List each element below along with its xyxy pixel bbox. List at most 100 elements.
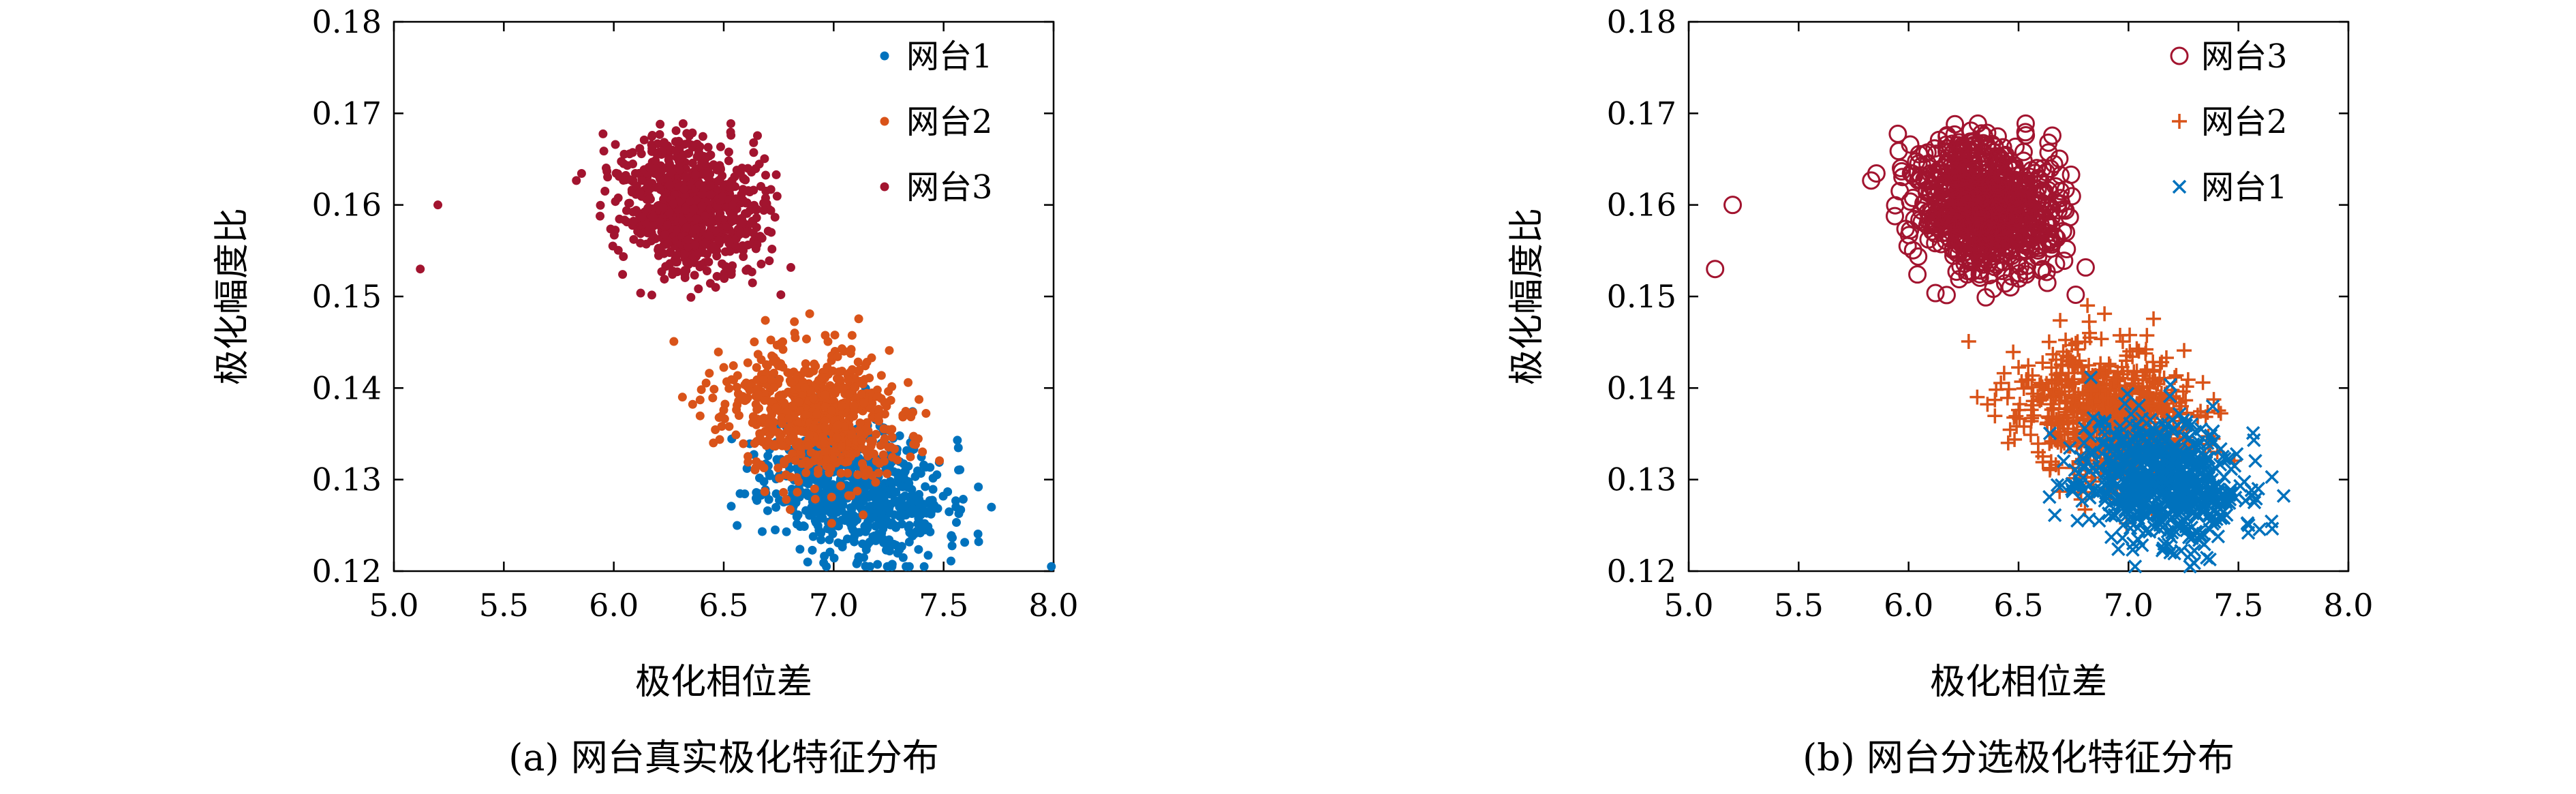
- data-point: [754, 159, 764, 169]
- data-point: [664, 159, 674, 168]
- data-point: [726, 179, 735, 189]
- data-point: [2016, 380, 2031, 396]
- data-point: [1974, 134, 1993, 153]
- x-tick-label: 5.0: [369, 587, 418, 624]
- x-tick-label: 8.0: [1028, 587, 1078, 624]
- data-point: [860, 375, 870, 384]
- data-point: [852, 559, 861, 568]
- data-point: [700, 158, 709, 168]
- data-point: [765, 471, 774, 480]
- data-point: [816, 535, 826, 545]
- data-point: [2006, 344, 2021, 360]
- data-point: [2001, 382, 2017, 397]
- data-point: [2265, 470, 2280, 485]
- data-point: [1926, 284, 1945, 303]
- data-point: [904, 378, 913, 387]
- data-point: [2042, 490, 2057, 504]
- data-point: [2000, 435, 2016, 451]
- data-point: [771, 403, 781, 413]
- data-point: [2035, 201, 2054, 220]
- y-tick-label: 0.14: [1607, 369, 1676, 406]
- data-point: [647, 144, 657, 153]
- data-point: [928, 485, 938, 494]
- data-point: [416, 264, 425, 274]
- data-point: [718, 171, 727, 181]
- data-point: [778, 441, 787, 451]
- data-point: [657, 267, 666, 277]
- data-point: [784, 414, 793, 423]
- data-point: [2066, 414, 2081, 429]
- data-point: [2106, 372, 2121, 388]
- data-point: [782, 495, 791, 504]
- x-tick-label: 7.0: [809, 587, 859, 624]
- data-point: [629, 217, 639, 226]
- legend-entry: 网台1: [880, 37, 993, 76]
- data-point: [828, 529, 838, 538]
- data-point: [2072, 353, 2087, 369]
- data-point: [743, 164, 752, 173]
- data-point: [833, 508, 842, 517]
- data-point: [960, 538, 970, 547]
- data-point: [946, 556, 955, 566]
- data-point: [853, 357, 863, 367]
- legend-entry: 网台1: [2172, 168, 2288, 207]
- data-point: [2049, 201, 2068, 220]
- data-point: [766, 185, 776, 194]
- data-point: [698, 132, 707, 141]
- data-point: [674, 136, 684, 146]
- x-tick-label: 5.5: [479, 587, 529, 624]
- data-point: [572, 176, 581, 185]
- data-point: [2146, 311, 2162, 326]
- data-point: [878, 450, 888, 459]
- data-point: [2138, 346, 2153, 361]
- data-point: [682, 129, 692, 138]
- data-point: [827, 406, 837, 416]
- data-point: [812, 410, 822, 419]
- data-point: [2166, 369, 2182, 385]
- data-point: [879, 424, 889, 433]
- data-point: [2021, 229, 2040, 248]
- data-point: [792, 512, 801, 521]
- data-point: [759, 375, 769, 384]
- data-point: [655, 129, 664, 139]
- data-point: [705, 190, 715, 200]
- data-point: [1999, 390, 2015, 406]
- legend-marker: [880, 51, 889, 61]
- data-point: [686, 196, 695, 206]
- data-point: [913, 519, 923, 528]
- data-point: [718, 259, 727, 269]
- data-point: [835, 375, 844, 384]
- data-point: [660, 138, 669, 147]
- data-point: [763, 361, 772, 371]
- data-point: [694, 249, 703, 258]
- data-point: [2080, 298, 2096, 314]
- data-point: [695, 411, 705, 421]
- data-point: [1960, 185, 1979, 204]
- data-point: [925, 527, 935, 536]
- data-point: [859, 398, 869, 408]
- data-point: [850, 382, 860, 392]
- data-point: [1909, 247, 1928, 266]
- data-point: [708, 393, 718, 403]
- data-point: [834, 367, 844, 377]
- data-point: [748, 278, 757, 288]
- data-point: [2023, 427, 2038, 443]
- data-point: [619, 251, 628, 261]
- panel-a-xlabel: 极化相位差: [635, 662, 812, 703]
- data-point: [608, 241, 617, 251]
- data-point: [724, 147, 733, 157]
- data-point: [897, 482, 906, 491]
- data-point: [663, 239, 673, 249]
- data-point: [771, 170, 781, 179]
- data-point: [753, 131, 763, 140]
- data-point: [788, 449, 797, 459]
- data-point: [951, 518, 961, 528]
- data-point: [716, 142, 725, 151]
- data-point: [2041, 334, 2057, 350]
- data-point: [692, 214, 701, 224]
- data-point: [2151, 395, 2166, 411]
- data-point: [987, 502, 996, 512]
- data-point: [699, 183, 708, 193]
- data-point: [719, 363, 729, 372]
- data-point: [756, 259, 766, 269]
